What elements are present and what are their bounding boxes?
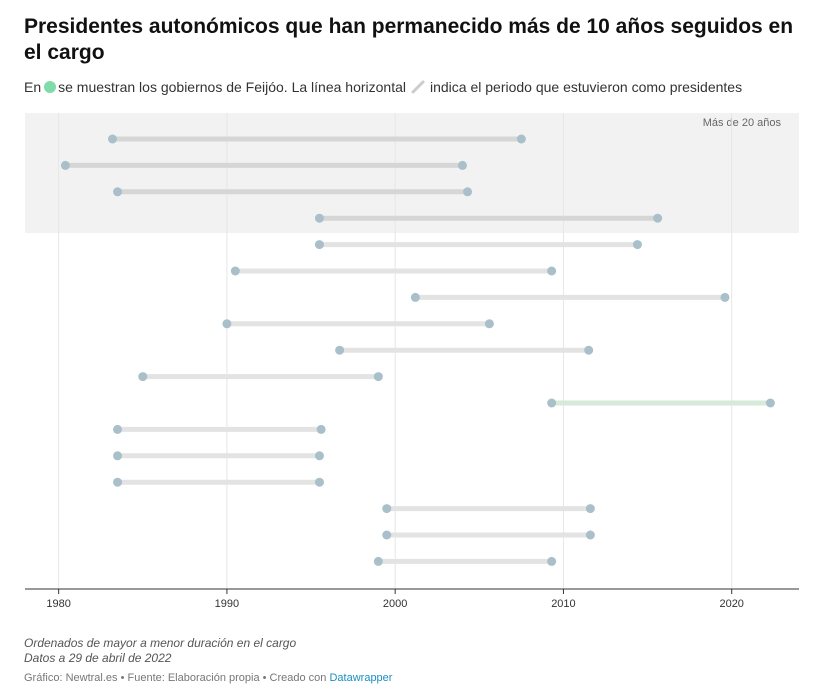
x-tick-label: 1980	[46, 598, 70, 608]
note-sort-order: Ordenados de mayor a menor duración en e…	[24, 636, 297, 650]
end-point	[547, 556, 557, 566]
start-point	[373, 556, 383, 566]
start-point	[107, 134, 117, 144]
end-point	[314, 451, 324, 461]
start-point	[60, 160, 70, 170]
chart-notes: Ordenados de mayor a menor duración en e…	[24, 636, 296, 666]
end-point	[484, 319, 494, 329]
end-point	[457, 160, 467, 170]
note-data-date: Datos a 29 de abril de 2022	[24, 651, 172, 665]
start-point	[113, 477, 123, 487]
feijoo-legend-dot-icon	[44, 81, 57, 93]
end-point	[584, 345, 594, 355]
start-point	[222, 319, 232, 329]
end-point	[720, 292, 730, 302]
end-point	[316, 424, 326, 434]
start-point	[382, 530, 392, 540]
start-point	[314, 213, 324, 223]
end-point	[547, 266, 557, 276]
start-point	[230, 266, 240, 276]
start-point	[138, 372, 148, 382]
end-point	[632, 240, 642, 250]
band-label: Más de 20 años	[703, 117, 782, 129]
subtitle-text-before: En	[24, 79, 42, 95]
horizontal-line-legend-icon	[411, 80, 425, 94]
end-point	[653, 213, 663, 223]
end-point	[765, 398, 775, 408]
end-point	[585, 504, 595, 514]
end-point	[463, 187, 473, 197]
chart-title: Presidentes autonómicos que han permanec…	[24, 15, 794, 64]
start-point	[314, 240, 324, 250]
subtitle-text-after: indica el periodo que estuvieron como pr…	[430, 79, 743, 95]
subtitle-text-middle: se muestran los gobiernos de Feijóo. La …	[58, 79, 406, 95]
x-tick-label: 1990	[215, 598, 239, 608]
band-background	[25, 113, 799, 233]
x-tick-label: 2000	[383, 598, 407, 608]
start-point	[113, 187, 123, 197]
start-point	[410, 292, 420, 302]
datawrapper-link[interactable]: Datawrapper	[329, 672, 393, 684]
chart-subtitle: En se muestran los gobiernos de Feijóo. L…	[24, 78, 814, 96]
start-point	[382, 504, 392, 514]
chart-footer: Gráfico: Newtral.es • Fuente: Elaboració…	[24, 672, 392, 684]
start-point	[113, 424, 123, 434]
end-point	[314, 477, 324, 487]
end-point	[585, 530, 595, 540]
x-tick-label: 2020	[719, 598, 743, 608]
dumbbell-chart: Más de 20 años 1980 1990 2000 2010 2020	[25, 113, 799, 608]
end-point	[373, 372, 383, 382]
start-point	[113, 451, 123, 461]
end-point	[516, 134, 526, 144]
x-tick-label: 2010	[551, 598, 575, 608]
start-point	[547, 398, 557, 408]
start-point	[335, 345, 345, 355]
footer-credits: Gráfico: Newtral.es • Fuente: Elaboració…	[24, 672, 327, 684]
